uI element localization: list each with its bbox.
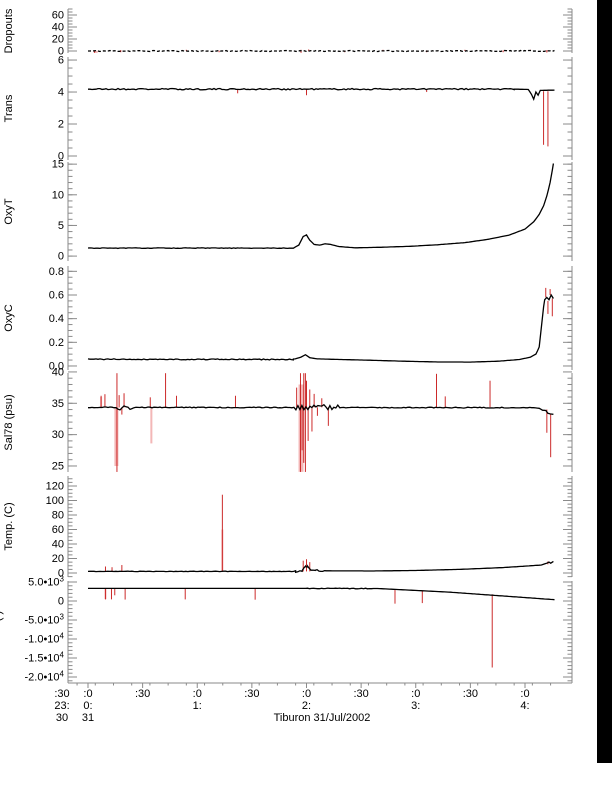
xtick-hour: 1:	[193, 700, 202, 712]
xtick-hour: 4:	[520, 700, 529, 712]
xtick-hour: 2:	[302, 700, 311, 712]
ytick-label: -5.0•103	[25, 612, 65, 626]
xtick-minute: :30	[244, 688, 259, 700]
ytick-label: 60	[52, 524, 64, 536]
y-axis-label: Dropouts	[3, 8, 15, 53]
xtick-minute: :30	[54, 688, 69, 700]
data-line-bottom	[88, 587, 555, 601]
panel-Trans: 0 2 4 6 Trans	[3, 55, 573, 163]
bottom-ylabel-fragment: ( )	[0, 611, 4, 621]
xtick-minute: :0	[520, 688, 529, 700]
ytick-label: 20	[52, 34, 64, 46]
right-black-bar	[597, 0, 612, 763]
ytick-label: 120	[46, 481, 64, 493]
ytick-label: 25	[52, 460, 64, 472]
data-line-Trans	[88, 87, 555, 102]
xtick-hour: 3:	[411, 700, 420, 712]
xtick-minute: :0	[302, 688, 311, 700]
ytick-label: 10	[52, 189, 64, 201]
ytick-label: 80	[52, 510, 64, 522]
x-axis: :3023:30:00:31:30:01::30:02::30:03::30:0…	[54, 682, 572, 724]
y-axis-label: Sal78 (psu)	[3, 394, 15, 450]
ytick-label: 6	[58, 55, 64, 67]
ytick-label: 0.6	[49, 289, 64, 301]
x-axis-title: Tiburon 31/Jul/2002	[274, 712, 371, 724]
ytick-label: 0	[58, 151, 64, 163]
ytick-label: 2	[58, 119, 64, 131]
ytick-label: 0.2	[49, 337, 64, 349]
data-line-OxyT	[87, 163, 555, 250]
ytick-label: 4	[58, 87, 64, 99]
ytick-label: 15	[52, 159, 64, 171]
ytick-label: 0	[58, 568, 64, 580]
ytick-label: 35	[52, 398, 64, 410]
panel-OxyT: 0 5 10 15 OxyT	[3, 159, 573, 263]
ytick-label: 0.8	[49, 266, 64, 278]
data-line-Temp	[87, 560, 554, 574]
xtick-day: 31	[82, 712, 94, 724]
ytick-label: 5	[58, 220, 64, 232]
xtick-minute: :30	[463, 688, 478, 700]
xtick-minute: :30	[135, 688, 150, 700]
xtick-minute: :0	[193, 688, 202, 700]
xtick-minute: :0	[83, 688, 92, 700]
ytick-label: 40	[52, 22, 64, 34]
data-line-OxyC	[87, 293, 554, 363]
y-axis-label: Temp. (C)	[3, 502, 15, 550]
chart-generated-content: 0204060Dropouts0246Trans051015OxyT0.00.2…	[0, 8, 573, 724]
ytick-label: 60	[52, 10, 64, 22]
ytick-label: -2.0•104	[25, 669, 65, 683]
data-line-Sal78	[88, 403, 554, 415]
ytick-label: 20	[52, 553, 64, 565]
ytick-label: 0.0	[49, 360, 64, 372]
ytick-label: -1.0•104	[25, 631, 65, 645]
panel-OxyC: 0.0 0.2 0.4 0.6 0.8 OxyC	[3, 266, 573, 372]
panel-Sal78: 25 30 35 40 Sal78 (psu)	[3, 366, 573, 472]
panel-Temp: 0 20 40 60 80 100 120 Temp. (C)	[3, 476, 573, 580]
y-axis-label: OxyT	[3, 198, 15, 225]
ytick-label: 5.0•103	[28, 574, 64, 588]
ytick-label: 40	[52, 539, 64, 551]
y-axis-label: Trans	[3, 94, 15, 122]
xtick-minute: :30	[353, 688, 368, 700]
y-axis-label: OxyC	[3, 304, 15, 332]
xtick-minute: :0	[411, 688, 420, 700]
xtick-day: 30	[56, 712, 68, 724]
ytick-label: 40	[52, 366, 64, 378]
ytick-label: 30	[52, 429, 64, 441]
panel-bottom: 5.0•103 0 -5.0•103 -1.0•104 -1.5•104 -2.0•104	[25, 574, 573, 683]
xtick-hour: 0:	[83, 700, 92, 712]
ytick-label: -1.5•104	[25, 650, 65, 664]
ytick-label: 0	[58, 595, 64, 607]
ytick-label: 0	[58, 46, 64, 58]
ytick-label: 0.4	[49, 313, 64, 325]
ytick-label: 100	[46, 495, 64, 507]
data-line-Dropouts	[88, 49, 555, 53]
xtick-hour: 23:	[54, 700, 69, 712]
ytick-label: 0	[58, 251, 64, 263]
